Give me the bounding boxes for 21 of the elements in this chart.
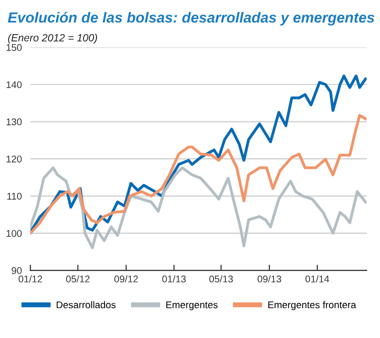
y-tick-label: 140: [6, 81, 22, 88]
chart-subtitle: (Enero 2012 = 100): [8, 34, 98, 44]
legend-label: Desarrollados: [56, 301, 116, 308]
x-tick-label: 01/14: [305, 275, 330, 282]
line-series: [30, 166, 367, 250]
chart-title: Evolución de las bolsas: desarrolladas y emergentes: [8, 12, 374, 26]
y-tick-label: 90: [12, 267, 22, 274]
y-tick-label: 130: [6, 118, 22, 126]
x-tick-label: 05/12: [66, 275, 90, 282]
x-tick-label: 09/12: [114, 275, 138, 282]
line-series: [30, 114, 367, 235]
legend-label: Emergentes frontera: [268, 301, 356, 310]
y-tick-label: 120: [6, 156, 22, 162]
y-tick-label: 100: [6, 230, 22, 237]
x-tick-label: 05/13: [209, 275, 233, 282]
y-tick-label: 110: [7, 192, 22, 200]
x-tick-label: 01/13: [162, 275, 186, 282]
y-tick-label: 150: [6, 44, 22, 51]
x-tick-label: 01/12: [18, 275, 42, 282]
legend-label: Emergentes: [166, 301, 218, 310]
x-tick-label: 09/13: [258, 275, 282, 282]
